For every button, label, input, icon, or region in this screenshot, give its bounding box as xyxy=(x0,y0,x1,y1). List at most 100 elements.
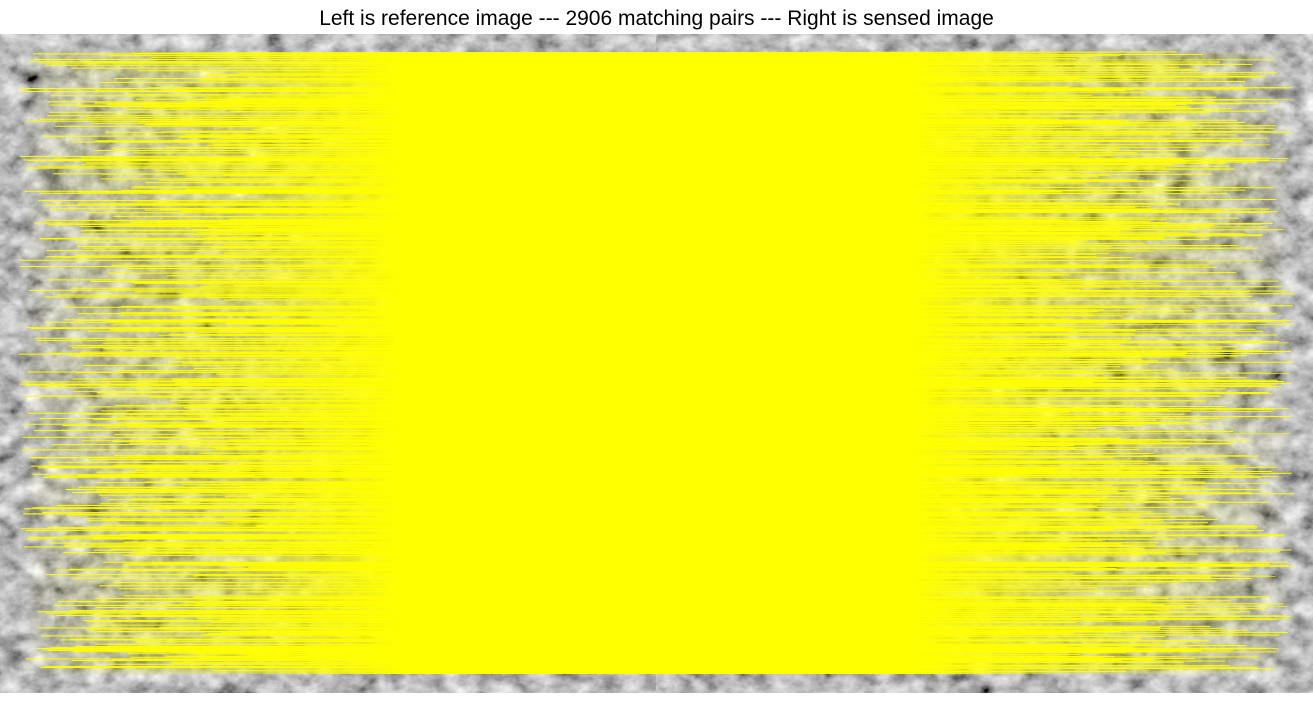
match-line xyxy=(135,640,1209,643)
match-line xyxy=(218,125,1276,128)
match-line xyxy=(44,665,1257,668)
match-line xyxy=(113,464,1108,467)
match-line xyxy=(140,118,1059,121)
match-line xyxy=(123,595,1255,598)
match-line xyxy=(205,273,1061,277)
match-line xyxy=(147,86,1070,89)
match-line xyxy=(209,99,1193,102)
match-line xyxy=(172,378,1108,381)
match-line xyxy=(218,543,1066,546)
match-line xyxy=(96,489,1263,492)
match-line xyxy=(243,404,1076,407)
match-line xyxy=(102,341,1266,344)
match-line xyxy=(19,155,1115,157)
match-line xyxy=(134,552,1199,555)
match-line xyxy=(96,487,1222,490)
match-line xyxy=(127,94,1092,96)
match-line xyxy=(78,313,1057,315)
match-line xyxy=(85,116,1093,119)
match-line xyxy=(231,355,1238,358)
match-line xyxy=(76,245,1113,247)
match-line xyxy=(50,647,1267,650)
match-line xyxy=(231,186,1275,189)
match-line xyxy=(236,576,1212,580)
match-line xyxy=(256,525,1118,528)
match-line xyxy=(44,204,1151,207)
match-line xyxy=(204,235,1263,238)
match-line xyxy=(206,295,1253,299)
match-line xyxy=(24,190,1063,193)
match-line xyxy=(202,484,1059,487)
match-line xyxy=(195,603,1165,605)
match-line xyxy=(187,607,1267,610)
match-line xyxy=(158,179,1205,182)
match-line xyxy=(198,500,1219,503)
match-line xyxy=(245,629,1248,632)
match-line xyxy=(102,426,1097,429)
match-line xyxy=(136,201,1174,204)
match-line xyxy=(101,203,1149,206)
match-line xyxy=(80,443,1075,446)
match-line xyxy=(223,517,1164,521)
match-line xyxy=(197,77,1081,81)
match-line xyxy=(54,604,1288,607)
match-line xyxy=(118,163,1173,166)
match-line xyxy=(132,237,1165,241)
match-line xyxy=(40,667,1276,670)
match-line xyxy=(80,157,1289,159)
match-line xyxy=(36,627,1161,630)
match-line xyxy=(80,351,1292,353)
match-line xyxy=(193,56,1094,58)
match-line xyxy=(24,423,1209,425)
match-line xyxy=(194,366,1097,369)
match-line xyxy=(222,173,1213,176)
match-line xyxy=(75,253,1097,256)
match-line xyxy=(201,313,1124,317)
match-line xyxy=(121,569,1249,572)
match-line xyxy=(188,95,1162,98)
match-line xyxy=(49,352,1188,354)
match-line xyxy=(83,618,1278,622)
match-line xyxy=(176,357,1142,360)
match-line xyxy=(24,546,1062,549)
match-line xyxy=(211,246,1257,249)
match-line xyxy=(194,609,1170,612)
match-line xyxy=(39,236,1165,239)
match-line xyxy=(220,380,1076,383)
match-line xyxy=(208,611,1191,615)
match-line xyxy=(208,376,1162,379)
match-line xyxy=(216,373,1104,375)
match-line xyxy=(225,280,1279,283)
match-line xyxy=(108,272,1237,274)
match-line xyxy=(132,348,1263,351)
match-line xyxy=(91,624,1060,627)
match-line xyxy=(202,242,1146,245)
match-line xyxy=(55,614,1079,616)
match-line xyxy=(238,590,1134,593)
match-line xyxy=(118,416,1291,418)
match-line xyxy=(88,631,1063,634)
figure-title: Left is reference image --- 2906 matchin… xyxy=(319,7,994,30)
match-line xyxy=(162,290,1188,293)
match-line xyxy=(38,394,1198,397)
match-line xyxy=(212,670,1127,672)
match-line xyxy=(47,650,1153,652)
match-line xyxy=(165,655,1259,658)
match-line xyxy=(100,501,1270,505)
match-line xyxy=(106,321,1219,323)
match-line xyxy=(38,192,1228,195)
match-line xyxy=(91,459,1144,462)
match-line xyxy=(41,511,1152,514)
match-line xyxy=(244,310,1192,313)
match-line xyxy=(131,51,1177,54)
match-line xyxy=(41,635,1166,637)
match-line xyxy=(252,127,1275,130)
match-line xyxy=(211,620,1146,624)
match-line xyxy=(171,308,1104,311)
match-line xyxy=(124,160,1257,163)
match-line xyxy=(127,651,1096,654)
match-line xyxy=(20,90,1126,93)
match-line xyxy=(61,429,1234,432)
match-line xyxy=(112,441,1193,444)
match-line xyxy=(237,72,1277,74)
